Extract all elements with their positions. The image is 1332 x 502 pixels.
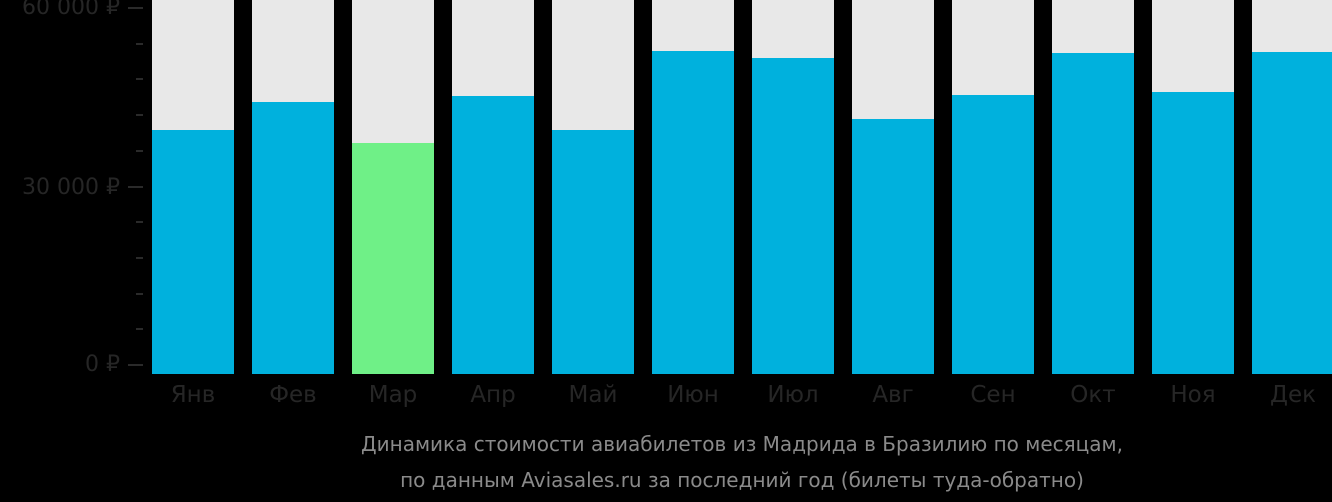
bar-fill xyxy=(952,94,1034,374)
x-label: Янв xyxy=(170,382,216,408)
bar-fill xyxy=(752,57,834,374)
bar-3[interactable] xyxy=(452,0,534,374)
x-label: Дек xyxy=(1269,382,1316,408)
chart-caption-line2: по данным Aviasales.ru за последний год … xyxy=(400,468,1084,492)
y-tick xyxy=(128,186,143,188)
x-label: Ноя xyxy=(1170,382,1216,408)
bar-11[interactable] xyxy=(1252,0,1332,374)
bar-5[interactable] xyxy=(652,0,734,374)
y-label-0: 0 ₽ xyxy=(85,352,120,377)
y-tick xyxy=(136,114,143,116)
y-tick xyxy=(136,257,143,259)
x-label: Фев xyxy=(269,382,317,408)
bar-fill xyxy=(152,129,234,374)
x-label: Окт xyxy=(1070,382,1116,408)
bar-fill xyxy=(1152,91,1234,374)
bar-0[interactable] xyxy=(152,0,234,374)
bar-9[interactable] xyxy=(1052,0,1134,374)
y-tick xyxy=(136,221,143,223)
bar-fill xyxy=(552,129,634,374)
bar-fill xyxy=(452,96,534,374)
bar-2[interactable] xyxy=(352,0,434,374)
bar-fill xyxy=(352,143,434,374)
bar-8[interactable] xyxy=(952,0,1034,374)
x-label: Мар xyxy=(368,382,418,408)
y-tick xyxy=(136,328,143,330)
x-label: Авг xyxy=(872,382,914,408)
x-label: Июн xyxy=(667,382,719,408)
bar-fill xyxy=(1252,52,1332,374)
x-label: Май xyxy=(568,382,618,408)
y-tick xyxy=(128,364,143,366)
y-label-60000: 60 000 ₽ xyxy=(22,0,120,20)
x-label: Апр xyxy=(470,382,516,408)
chart-caption-line1: Динамика стоимости авиабилетов из Мадрид… xyxy=(361,432,1123,456)
bar-10[interactable] xyxy=(1152,0,1234,374)
bar-fill xyxy=(652,50,734,374)
bar-6[interactable] xyxy=(752,0,834,374)
bar-fill xyxy=(852,119,934,374)
bar-1[interactable] xyxy=(252,0,334,374)
y-tick xyxy=(136,78,143,80)
x-label: Сен xyxy=(970,382,1016,408)
y-tick xyxy=(136,43,143,45)
y-tick xyxy=(136,293,143,295)
y-tick xyxy=(136,150,143,152)
y-tick xyxy=(128,7,143,9)
x-label: Июл xyxy=(767,382,819,408)
bar-7[interactable] xyxy=(852,0,934,374)
bar-fill xyxy=(1052,53,1134,374)
bar-4[interactable] xyxy=(552,0,634,374)
y-label-30000: 30 000 ₽ xyxy=(22,175,120,200)
bar-fill xyxy=(252,102,334,374)
